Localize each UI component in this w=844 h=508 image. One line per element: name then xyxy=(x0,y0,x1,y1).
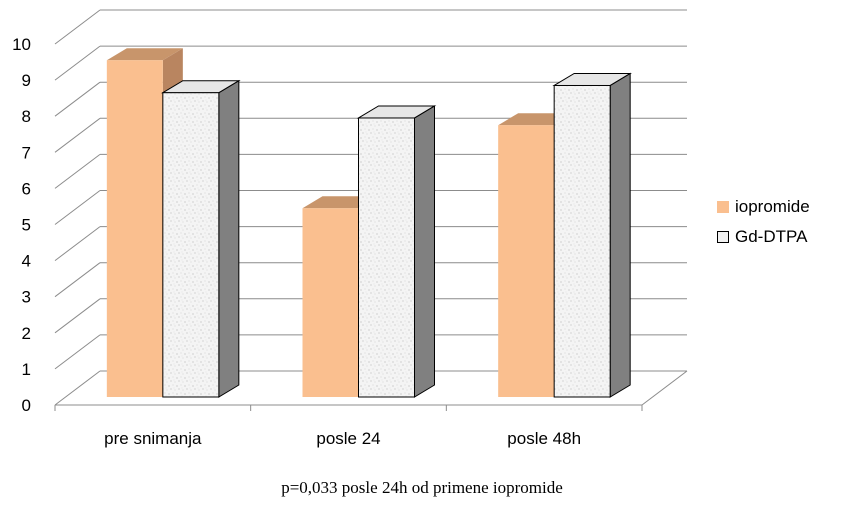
bar-chart: 0 1 2 3 4 5 6 7 8 9 10 pre snimanja posle 24 posle 4… xyxy=(12,9,688,448)
y-tick-label: 8 xyxy=(22,107,31,126)
gridline-diagonal xyxy=(54,226,101,261)
bar-top-iopromide xyxy=(106,48,183,61)
y-tick-label: 7 xyxy=(22,143,31,162)
bar-gd-dtpa xyxy=(162,92,220,398)
legend-swatch-gd-dtpa xyxy=(717,231,729,243)
gridline-diagonal xyxy=(54,81,101,117)
axes xyxy=(54,370,688,411)
legend-item-gd-dtpa: Gd-DTPA xyxy=(717,226,810,248)
bars xyxy=(106,48,632,398)
floor-right-edge xyxy=(641,370,688,406)
bar-side-gd-dtpa xyxy=(609,72,631,398)
legend-label-iopromide: iopromide xyxy=(735,197,810,216)
y-tick-labels: 0 1 2 3 4 5 6 7 8 9 10 xyxy=(12,35,31,415)
y-tick-label: 0 xyxy=(22,396,31,415)
x-tick-label: pre snimanja xyxy=(104,429,202,448)
gridline-diagonal xyxy=(54,262,101,298)
y-tick-label: 3 xyxy=(22,288,31,307)
y-tick-label: 4 xyxy=(22,252,31,271)
chart-caption: p=0,033 posle 24h od primene iopromide xyxy=(281,478,563,497)
gridline-diagonal xyxy=(54,154,101,189)
y-tick-label: 1 xyxy=(22,360,31,379)
y-tick-label: 9 xyxy=(22,71,31,90)
legend: iopromide Gd-DTPA xyxy=(717,196,810,256)
y-tick-label: 10 xyxy=(12,35,31,54)
bar-iopromide xyxy=(302,208,359,397)
x-tick-label: posle 48h xyxy=(507,429,581,448)
legend-swatch-iopromide xyxy=(717,201,729,213)
gridline-diagonal xyxy=(54,298,101,334)
bar-side-gd-dtpa xyxy=(414,105,435,398)
y-tick-label: 2 xyxy=(22,324,31,343)
bar-gd-dtpa xyxy=(358,117,415,398)
gridline-diagonal xyxy=(54,9,101,45)
legend-item-iopromide: iopromide xyxy=(717,196,810,218)
legend-label-gd-dtpa: Gd-DTPA xyxy=(735,227,808,246)
x-tick-label: posle 24 xyxy=(316,429,380,448)
x-tick-labels: pre snimanja posle 24 posle 48h xyxy=(104,429,581,448)
gridline-diagonal xyxy=(54,370,101,406)
y-tick-label: 5 xyxy=(22,216,31,235)
bar-iopromide xyxy=(106,60,163,397)
gridline-diagonal xyxy=(54,117,101,153)
gridline-diagonal xyxy=(54,334,101,370)
gridline-diagonal xyxy=(54,190,101,225)
gridline-diagonal xyxy=(54,45,101,81)
bar-side-gd-dtpa xyxy=(218,79,240,398)
bar-gd-dtpa xyxy=(553,84,611,398)
bar-iopromide xyxy=(498,125,555,397)
y-tick-label: 6 xyxy=(22,179,31,198)
